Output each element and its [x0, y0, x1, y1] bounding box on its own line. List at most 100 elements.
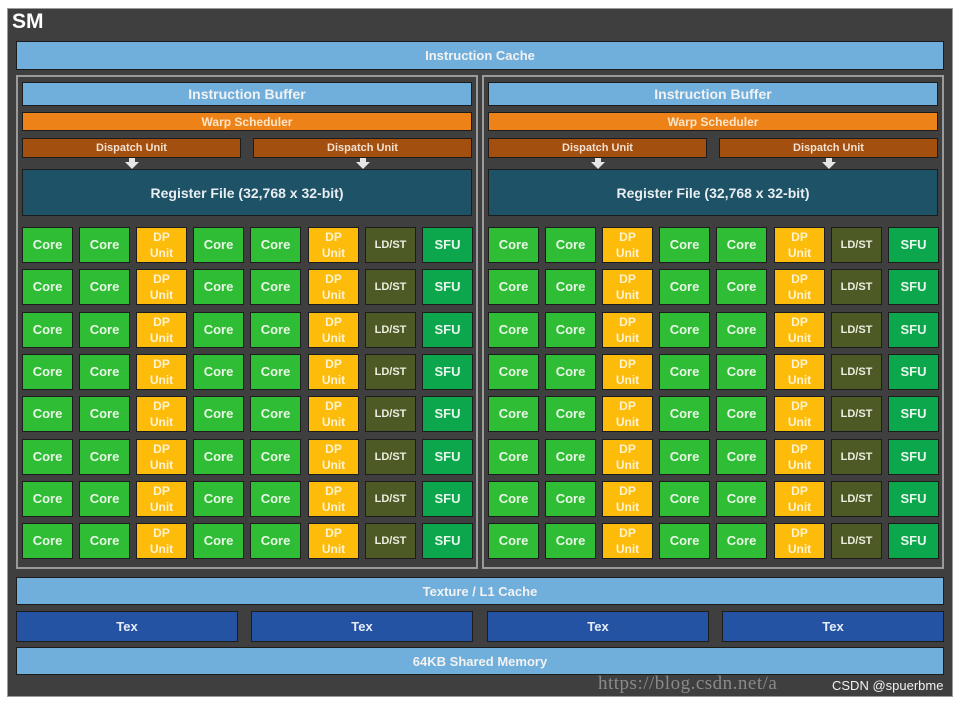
- dp-label-line1: DP: [791, 357, 808, 371]
- sfu-unit-label: SFU: [900, 406, 927, 421]
- arrow-down-icon: [822, 162, 836, 169]
- core-unit: Core: [488, 227, 539, 263]
- core-unit-label: Core: [498, 533, 529, 548]
- arrow-down-icon: [826, 158, 832, 163]
- core-unit: Core: [193, 481, 244, 517]
- dp-label-line1: DP: [619, 315, 636, 329]
- arrow-down-icon: [125, 162, 139, 169]
- core-unit-label: Core: [498, 449, 529, 464]
- dp-label-line2: Unit: [321, 500, 346, 514]
- dp-label-line1: DP: [325, 442, 342, 456]
- ldst-unit-label: LD/ST: [840, 451, 873, 463]
- core-unit-label: Core: [32, 533, 63, 548]
- dp-unit: DP Unit: [602, 312, 653, 348]
- dp-unit: DP Unit: [602, 439, 653, 475]
- dp-label-line1: DP: [791, 272, 808, 286]
- core-unit: Core: [79, 354, 130, 390]
- arrow-down-icon: [360, 158, 366, 163]
- dp-label-line1: DP: [791, 526, 808, 540]
- core-unit: Core: [193, 439, 244, 475]
- core-unit-label: Core: [498, 406, 529, 421]
- dp-label-line1: DP: [153, 484, 170, 498]
- ldst-unit: LD/ST: [831, 481, 882, 517]
- core-unit: Core: [79, 439, 130, 475]
- core-unit: Core: [79, 481, 130, 517]
- ldst-unit-label: LD/ST: [840, 408, 873, 420]
- core-unit-label: Core: [726, 322, 757, 337]
- core-unit: Core: [22, 481, 73, 517]
- core-unit-label: Core: [260, 279, 291, 294]
- dp-unit: DP Unit: [602, 227, 653, 263]
- sfu-unit: SFU: [422, 227, 473, 263]
- core-unit-label: Core: [555, 279, 586, 294]
- ldst-unit-label: LD/ST: [374, 324, 407, 336]
- texture-l1-cache: Texture / L1 Cache: [16, 577, 944, 605]
- core-unit-label: Core: [32, 406, 63, 421]
- sfu-unit: SFU: [888, 354, 939, 390]
- sfu-unit-label: SFU: [900, 364, 927, 379]
- core-unit-label: Core: [555, 406, 586, 421]
- dp-unit: DP Unit: [602, 523, 653, 559]
- dp-label-line1: DP: [619, 526, 636, 540]
- ldst-unit-label: LD/ST: [374, 451, 407, 463]
- core-unit: Core: [193, 523, 244, 559]
- register-file: Register File (32,768 x 32-bit): [488, 169, 938, 216]
- core-unit-label: Core: [89, 406, 120, 421]
- ldst-unit: LD/ST: [831, 523, 882, 559]
- dp-label-line1: DP: [325, 484, 342, 498]
- sfu-unit-label: SFU: [434, 364, 461, 379]
- sfu-unit-label: SFU: [434, 406, 461, 421]
- dp-unit: DP Unit: [308, 227, 359, 263]
- core-unit-label: Core: [498, 279, 529, 294]
- core-unit-label: Core: [726, 449, 757, 464]
- dp-label-line1: DP: [153, 399, 170, 413]
- dp-label-line2: Unit: [787, 373, 812, 387]
- core-unit-label: Core: [32, 322, 63, 337]
- core-unit-label: Core: [203, 406, 234, 421]
- core-unit-label: Core: [260, 449, 291, 464]
- sfu-unit-label: SFU: [900, 491, 927, 506]
- sfu-unit-label: SFU: [900, 279, 927, 294]
- sfu-unit: SFU: [888, 523, 939, 559]
- core-unit: Core: [193, 396, 244, 432]
- register-file: Register File (32,768 x 32-bit): [22, 169, 472, 216]
- sfu-unit: SFU: [888, 396, 939, 432]
- dp-label-line1: DP: [153, 357, 170, 371]
- core-unit-label: Core: [669, 449, 700, 464]
- watermark-url: https://blog.csdn.net/a: [598, 673, 778, 694]
- dp-unit: DP Unit: [602, 481, 653, 517]
- dp-unit: DP Unit: [308, 523, 359, 559]
- dp-label-line1: DP: [325, 357, 342, 371]
- core-unit: Core: [716, 354, 767, 390]
- core-unit-label: Core: [726, 491, 757, 506]
- core-unit: Core: [22, 354, 73, 390]
- core-unit-label: Core: [203, 279, 234, 294]
- dp-label-line2: Unit: [787, 288, 812, 302]
- core-unit: Core: [659, 396, 710, 432]
- core-unit: Core: [545, 481, 596, 517]
- core-unit-label: Core: [555, 533, 586, 548]
- dp-unit: DP Unit: [136, 312, 187, 348]
- sfu-unit-label: SFU: [434, 237, 461, 252]
- core-unit-label: Core: [669, 237, 700, 252]
- warp-scheduler: Warp Scheduler: [22, 112, 472, 131]
- core-unit: Core: [659, 269, 710, 305]
- core-unit: Core: [22, 523, 73, 559]
- core-unit: Core: [545, 269, 596, 305]
- dp-label-line2: Unit: [149, 415, 174, 429]
- dp-label-line2: Unit: [787, 500, 812, 514]
- sfu-unit-label: SFU: [434, 322, 461, 337]
- dp-label-line2: Unit: [615, 331, 640, 345]
- dp-label-line2: Unit: [615, 458, 640, 472]
- sfu-unit: SFU: [888, 439, 939, 475]
- core-unit-label: Core: [498, 364, 529, 379]
- dp-unit: DP Unit: [136, 439, 187, 475]
- ldst-unit: LD/ST: [365, 269, 416, 305]
- core-unit-label: Core: [555, 449, 586, 464]
- core-unit-label: Core: [260, 491, 291, 506]
- ldst-unit: LD/ST: [365, 396, 416, 432]
- dp-label-line2: Unit: [787, 542, 812, 556]
- partition-right: [482, 75, 944, 569]
- dispatch-unit: Dispatch Unit: [22, 138, 241, 158]
- dp-unit: DP Unit: [308, 396, 359, 432]
